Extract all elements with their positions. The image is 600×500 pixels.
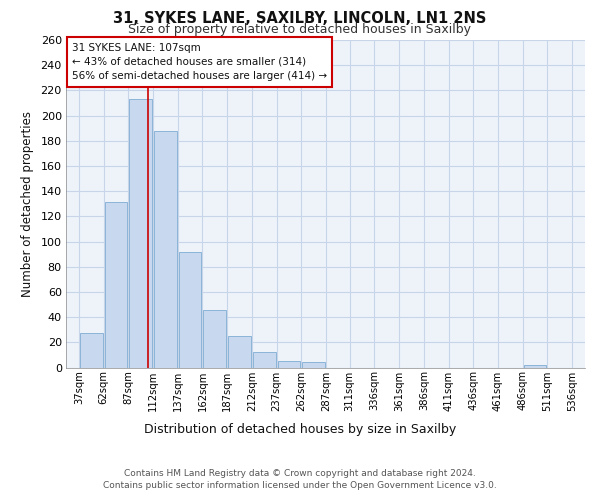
- Text: Distribution of detached houses by size in Saxilby: Distribution of detached houses by size …: [144, 422, 456, 436]
- Bar: [228, 336, 251, 368]
- Bar: [253, 352, 275, 368]
- Bar: [80, 334, 103, 368]
- Bar: [203, 310, 226, 368]
- Bar: [302, 362, 325, 368]
- Text: Size of property relative to detached houses in Saxilby: Size of property relative to detached ho…: [128, 22, 472, 36]
- Bar: [154, 130, 177, 368]
- Y-axis label: Number of detached properties: Number of detached properties: [20, 111, 34, 296]
- Bar: [179, 252, 202, 368]
- Bar: [104, 202, 127, 368]
- Bar: [524, 365, 547, 368]
- Text: 31 SYKES LANE: 107sqm
← 43% of detached houses are smaller (314)
56% of semi-det: 31 SYKES LANE: 107sqm ← 43% of detached …: [72, 42, 327, 82]
- Bar: [278, 361, 300, 368]
- Text: 31, SYKES LANE, SAXILBY, LINCOLN, LN1 2NS: 31, SYKES LANE, SAXILBY, LINCOLN, LN1 2N…: [113, 11, 487, 26]
- Bar: [129, 99, 152, 367]
- Text: Contains HM Land Registry data © Crown copyright and database right 2024.
Contai: Contains HM Land Registry data © Crown c…: [103, 469, 497, 490]
